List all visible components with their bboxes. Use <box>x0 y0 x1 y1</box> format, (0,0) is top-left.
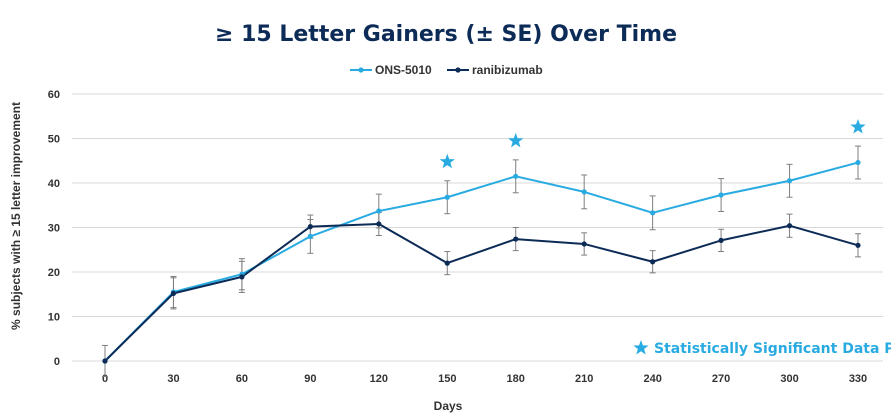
data-point-ranibizumab <box>650 259 655 264</box>
y-tick-label: 40 <box>48 178 60 190</box>
annotation-label: Statistically Significant Data Point <box>654 341 891 357</box>
legend-rani-label: ranibizumab <box>472 63 543 77</box>
significance-star-icon <box>633 340 648 354</box>
data-point-ons-5010 <box>376 208 381 213</box>
x-tick-label: 210 <box>575 373 593 385</box>
data-point-ranibizumab <box>855 243 860 248</box>
y-tick-label: 0 <box>54 356 60 368</box>
data-point-ons-5010 <box>513 174 518 179</box>
data-point-ranibizumab <box>582 241 587 246</box>
y-axis-label: % subjects with ≥ 15 letter improvement <box>9 102 23 330</box>
data-point-ranibizumab <box>376 221 381 226</box>
data-point-ranibizumab <box>445 261 450 266</box>
x-tick-label: 240 <box>643 373 661 385</box>
data-point-ranibizumab <box>308 224 313 229</box>
x-tick-label: 60 <box>236 373 248 385</box>
x-tick-label: 120 <box>370 373 388 385</box>
significance-star-icon <box>850 119 865 133</box>
y-tick-label: 30 <box>48 223 60 235</box>
x-tick-label: 90 <box>304 373 316 385</box>
x-tick-label: 30 <box>167 373 179 385</box>
data-point-ranibizumab <box>239 274 244 279</box>
data-point-ranibizumab <box>102 358 107 363</box>
chart-title: ≥ 15 Letter Gainers (± SE) Over Time <box>215 22 677 47</box>
x-tick-label: 300 <box>780 373 798 385</box>
data-point-ons-5010 <box>718 192 723 197</box>
legend-rani-marker <box>455 67 460 72</box>
legend: ONS-5010 ranibizumab <box>350 63 543 77</box>
data-point-ons-5010 <box>787 178 792 183</box>
significance-star-icon <box>508 133 523 147</box>
y-tick-label: 60 <box>48 89 60 101</box>
data-point-ons-5010 <box>445 195 450 200</box>
data-point-ranibizumab <box>718 238 723 243</box>
y-tick-label: 10 <box>48 312 60 324</box>
data-point-ons-5010 <box>582 189 587 194</box>
x-tick-label: 180 <box>507 373 525 385</box>
x-tick-label: 270 <box>712 373 730 385</box>
chart: ≥ 15 Letter Gainers (± SE) Over Time ONS… <box>0 0 891 420</box>
y-tick-label: 20 <box>48 267 60 279</box>
data-point-ons-5010 <box>650 210 655 215</box>
x-tick-label: 330 <box>849 373 867 385</box>
data-point-ranibizumab <box>513 236 518 241</box>
legend-ons-label: ONS-5010 <box>375 63 432 77</box>
y-tick-label: 50 <box>48 134 60 146</box>
data-point-ons-5010 <box>855 160 860 165</box>
data-point-ranibizumab <box>171 291 176 296</box>
data-point-ranibizumab <box>787 223 792 228</box>
significance-annotation: Statistically Significant Data Point <box>633 340 891 357</box>
significance-star-icon <box>440 154 455 168</box>
data-point-ons-5010 <box>308 234 313 239</box>
x-axis-label: Days <box>434 399 463 413</box>
x-tick-label: 150 <box>438 373 456 385</box>
series-line-ons-5010 <box>105 163 858 361</box>
legend-ons-marker <box>358 67 363 72</box>
